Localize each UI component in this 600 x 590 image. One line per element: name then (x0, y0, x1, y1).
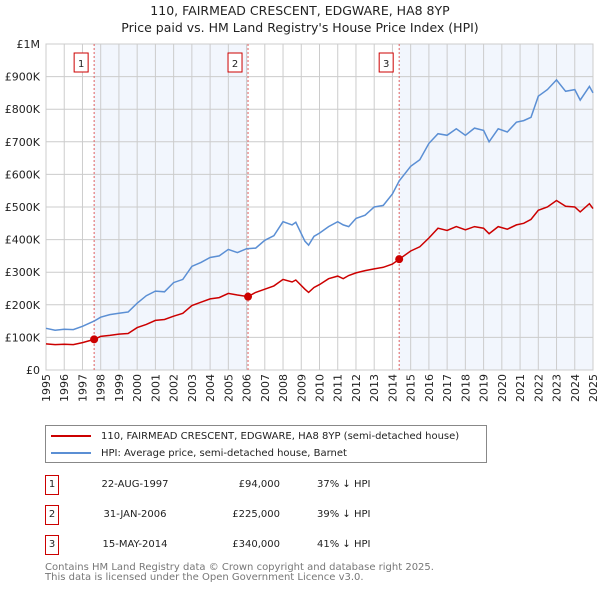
hpi-line (45, 78, 594, 331)
x-tick-label: 2003 (186, 374, 199, 402)
y-tick-label: £1M (17, 38, 41, 51)
legend-label: 110, FAIRMEAD CRESCENT, EDGWARE, HA8 8YP… (101, 430, 460, 442)
x-tick-label: 2006 (241, 374, 254, 402)
y-tick-label: £0 (26, 364, 40, 377)
x-tick-label: 2014 (386, 374, 399, 402)
x-tick-label: 2005 (222, 374, 235, 402)
x-tick-label: 2020 (496, 374, 509, 402)
chart-title: 110, FAIRMEAD CRESCENT, EDGWARE, HA8 8YP (150, 3, 450, 18)
x-tick-label: 2001 (149, 374, 162, 402)
sale-marker-box: 2 (45, 505, 59, 525)
legend-swatch (51, 452, 91, 454)
legend: 110, FAIRMEAD CRESCENT, EDGWARE, HA8 8YP… (45, 425, 487, 463)
x-tick-label: 2023 (551, 374, 564, 402)
x-tick-label: 2000 (131, 374, 144, 402)
y-tick-label: £900K (5, 71, 41, 84)
x-tick-label: 2021 (514, 374, 527, 402)
x-tick-label: 1995 (40, 374, 53, 402)
y-tick-label: £400K (5, 234, 41, 247)
x-tick-label: 2022 (532, 374, 545, 402)
x-tick-label: 2025 (587, 374, 600, 402)
sale-marker-box: 1 (45, 475, 59, 495)
x-tick-label: 2007 (259, 374, 272, 402)
sale-label-box (227, 52, 243, 73)
legend-item-property: 110, FAIRMEAD CRESCENT, EDGWARE, HA8 8YP… (51, 428, 459, 444)
legend-label: HPI: Average price, semi-detached house,… (101, 447, 347, 459)
x-tick-label: 2016 (423, 374, 436, 402)
sale-price: £340,000 (232, 539, 280, 550)
y-tick-label: £100K (5, 331, 41, 344)
x-tick-label: 2024 (569, 374, 582, 402)
x-tick-label: 2012 (350, 374, 363, 402)
sale-hpi-diff: 41% ↓ HPI (317, 539, 371, 550)
sale-price: £225,000 (232, 509, 280, 520)
sale-row: 1 22-AUG-1997 £94,000 37% ↓ HPI (45, 475, 445, 495)
x-tick-label: 2013 (368, 374, 381, 402)
sale-date: 22-AUG-1997 (101, 479, 169, 490)
x-tick-label: 1996 (58, 374, 71, 402)
y-tick-label: £300K (5, 266, 41, 279)
legend-item-hpi: HPI: Average price, semi-detached house,… (51, 445, 347, 461)
sale-row: 2 31-JAN-2006 £225,000 39% ↓ HPI (45, 505, 445, 525)
x-tick-label: 2018 (459, 374, 472, 402)
y-tick-label: £600K (5, 168, 41, 181)
x-tick-label: 2010 (314, 374, 327, 402)
footer-licence: This data is licensed under the Open Gov… (45, 572, 364, 583)
footer-copyright: Contains HM Land Registry data © Crown c… (45, 562, 434, 573)
sale-row: 3 15-MAY-2014 £340,000 41% ↓ HPI (45, 535, 445, 555)
sale-marker-box: 3 (45, 535, 59, 555)
x-tick-label: 2009 (295, 374, 308, 402)
x-tick-label: 2011 (332, 374, 345, 402)
sale-hpi-diff: 37% ↓ HPI (317, 479, 371, 490)
sale-label: 3 (383, 59, 389, 70)
sale-point (395, 255, 404, 264)
sale-price: £94,000 (238, 479, 280, 490)
plot-area: £0 £100K £200K £300K £400K £500K £600K £700K £80… (5, 38, 600, 402)
x-tick-label: 1998 (95, 374, 108, 402)
sale-point (244, 292, 253, 301)
x-tick-label: 2004 (204, 374, 217, 402)
x-tick-label: 2017 (441, 374, 454, 402)
chart-subtitle: Price paid vs. HM Land Registry's House … (121, 20, 479, 35)
x-tick-label: 2015 (405, 374, 418, 402)
sale-point (90, 335, 99, 344)
sale-date: 15-MAY-2014 (102, 539, 168, 550)
y-tick-label: £500K (5, 201, 41, 214)
sale-hpi-diff: 39% ↓ HPI (317, 509, 371, 520)
sale-label: 2 (232, 59, 238, 70)
x-tick-label: 2002 (168, 374, 181, 402)
x-tick-label: 2008 (277, 374, 290, 402)
x-tick-label: 1999 (113, 374, 126, 402)
legend-swatch (51, 435, 91, 437)
y-tick-label: £700K (5, 136, 41, 149)
x-tick-label: 1997 (76, 374, 89, 402)
sale-label-box (73, 52, 89, 73)
plot-border (45, 43, 594, 371)
y-tick-label: £200K (5, 299, 41, 312)
property-price-line (45, 199, 594, 346)
y-tick-label: £800K (5, 103, 41, 116)
sale-label: 1 (78, 59, 84, 70)
x-tick-label: 2019 (478, 374, 491, 402)
sale-date: 31-JAN-2006 (103, 509, 167, 520)
sale-label-box (378, 52, 394, 73)
